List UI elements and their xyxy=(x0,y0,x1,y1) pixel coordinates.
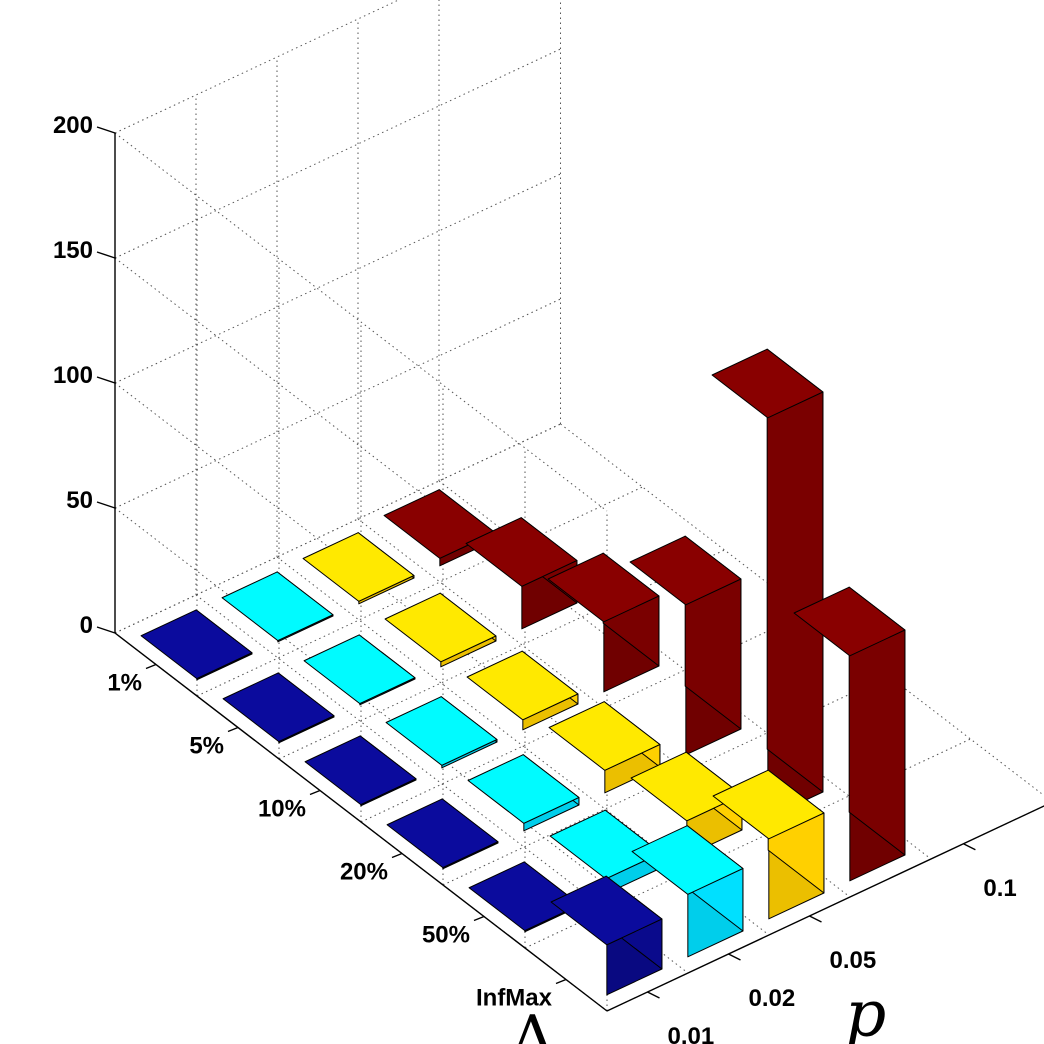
bar-side-face xyxy=(766,348,824,793)
gridline xyxy=(114,423,561,634)
gridline xyxy=(114,0,400,134)
delta-axis-title: Δ xyxy=(511,1003,554,1044)
gridline xyxy=(278,549,725,760)
bar-top-face xyxy=(629,535,742,606)
bar-top-face xyxy=(550,875,663,946)
bar-top-face xyxy=(385,696,498,766)
p-tick xyxy=(809,915,822,923)
gridline xyxy=(196,486,643,697)
z-tick xyxy=(96,626,116,634)
delta-tick-label: 10% xyxy=(258,796,306,823)
p-axis-line xyxy=(606,805,1044,1012)
bar-top-face xyxy=(302,532,415,602)
bar-top-face xyxy=(793,586,906,657)
delta-tick xyxy=(391,852,403,859)
delta-tick xyxy=(145,663,157,670)
p-axis-title: p xyxy=(845,978,886,1044)
delta-tick xyxy=(473,915,485,922)
z-tick xyxy=(96,126,116,134)
z-tick-label: 200 xyxy=(53,112,93,139)
p-tick-label: 0.1 xyxy=(983,875,1016,902)
bar-top-face xyxy=(712,769,825,840)
delta-tick-label: 20% xyxy=(340,859,388,886)
axes xyxy=(96,126,1044,1012)
bar-top-face xyxy=(466,650,579,721)
bar-top-face xyxy=(221,571,334,642)
labels: 0 50 100 150 200 1% 5% 10% 20% 50% InfMax 0.01 0.02 0… xyxy=(53,112,1017,1044)
gridline xyxy=(195,594,689,974)
gridline xyxy=(114,257,608,637)
bar-top-face xyxy=(711,348,824,419)
bar-top-face xyxy=(631,825,744,895)
bar-top-face xyxy=(303,634,416,705)
gridline xyxy=(114,132,608,512)
p-tick-label: 0.01 xyxy=(668,1023,715,1044)
delta-tick xyxy=(555,978,567,985)
p-tick-label: 0.02 xyxy=(749,985,796,1012)
z-tick xyxy=(96,251,116,259)
delta-tick xyxy=(309,789,321,796)
bar-top-face xyxy=(140,609,253,680)
gridline xyxy=(114,173,561,384)
bar-top-face xyxy=(386,798,499,869)
z-tick-label: 50 xyxy=(66,487,93,514)
delta-tick-label: 50% xyxy=(422,922,470,949)
p-tick-label: 0.05 xyxy=(830,947,877,974)
bar-top-face xyxy=(548,701,661,771)
delta-tick-label: 5% xyxy=(189,733,224,760)
gridline xyxy=(276,556,770,936)
delta-axis-line xyxy=(114,632,608,1012)
p-tick xyxy=(647,991,660,999)
z-tick-label: 0 xyxy=(80,612,93,639)
bar-top-face xyxy=(222,672,335,743)
z-tick xyxy=(96,376,116,384)
bar-top-face xyxy=(304,735,417,806)
bar-top-face xyxy=(465,517,578,587)
bar-top-face xyxy=(547,552,660,623)
bar-top-face xyxy=(384,592,497,663)
z-tick xyxy=(96,501,116,509)
p-tick xyxy=(728,953,741,961)
bar-top-face xyxy=(467,754,580,824)
grid-lines xyxy=(114,0,1044,1012)
delta-tick-label: 1% xyxy=(107,670,142,697)
z-tick-label: 100 xyxy=(53,362,93,389)
delta-tick-label: InfMax xyxy=(476,985,553,1012)
z-tick-label: 150 xyxy=(53,237,93,264)
gridline xyxy=(114,298,561,509)
gridline xyxy=(114,48,561,259)
p-tick xyxy=(963,843,976,851)
delta-tick xyxy=(227,726,239,733)
bars xyxy=(140,348,906,996)
